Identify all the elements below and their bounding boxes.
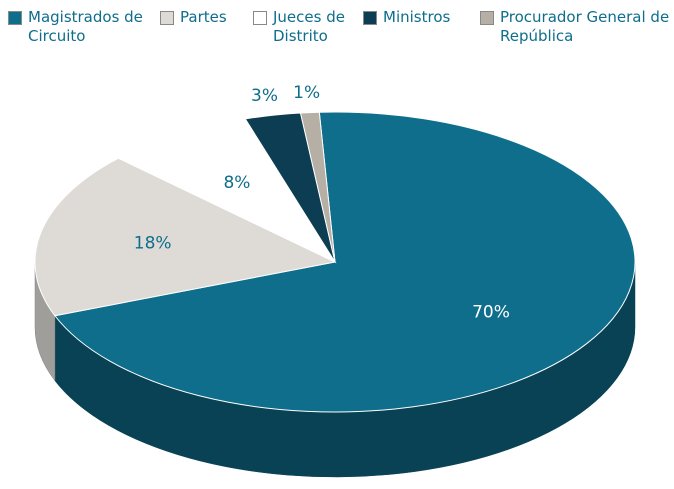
legend-swatch: [480, 11, 494, 25]
slice: [54, 111, 636, 413]
legend-item: Ministros: [363, 8, 493, 27]
data-label: 8%: [223, 173, 250, 193]
legend-item: Magistrados de Circuito: [8, 8, 168, 46]
legend-label: Procurador General de la República: [500, 8, 674, 45]
legend-swatch: [8, 11, 22, 25]
legend-swatch: [253, 11, 267, 25]
legend-label: Partes: [180, 8, 227, 26]
slice: [34, 157, 337, 317]
legend: Magistrados de Circuito Partes Jueces de D…: [0, 0, 674, 60]
legend-item: Jueces de Distrito: [253, 8, 373, 46]
legend-swatch: [160, 11, 174, 25]
legend-label: Ministros: [383, 8, 451, 26]
legend-swatch: [363, 11, 377, 25]
data-label: 1%: [293, 83, 320, 103]
legend-label: Magistrados de Circuito: [28, 8, 143, 45]
legend-label: Jueces de Distrito: [273, 8, 345, 45]
data-label: 18%: [134, 234, 172, 254]
slice: [117, 118, 337, 264]
data-label: 3%: [251, 86, 278, 106]
data-label: 70%: [472, 303, 510, 323]
legend-item: Procurador General de la República: [480, 8, 674, 46]
legend-item: Partes: [160, 8, 260, 27]
slice: [299, 111, 336, 263]
